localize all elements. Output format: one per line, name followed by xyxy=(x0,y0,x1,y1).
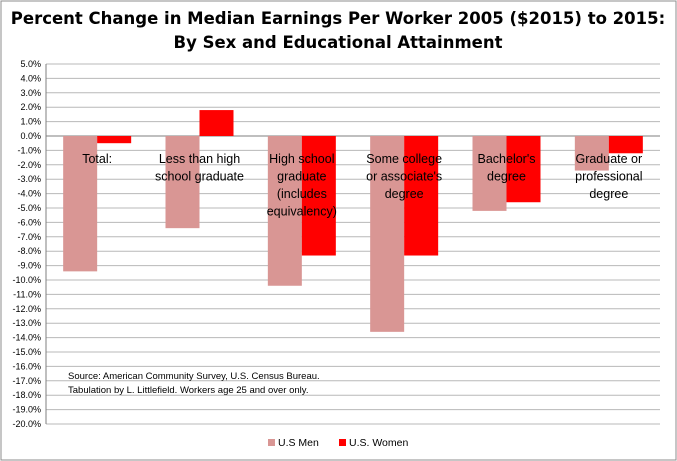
bar-men xyxy=(574,136,609,171)
bar-women xyxy=(199,110,234,136)
y-tick-label: -7.0% xyxy=(17,232,41,242)
category-label: school graduate xyxy=(155,170,244,184)
y-tick-label: 3.0% xyxy=(20,88,41,98)
y-tick-label: 5.0% xyxy=(20,59,41,69)
category-label: Some college xyxy=(366,152,442,166)
bar-women xyxy=(506,136,541,203)
y-tick-label: -17.0% xyxy=(12,376,41,386)
source-note-line-1: Source: American Community Survey, U.S. … xyxy=(68,371,320,382)
bar-women xyxy=(301,136,336,256)
category-label: professional xyxy=(575,170,642,184)
plot-area: 5.0% 4.0% 3.0% 2.0% 1.0% 0.0% -1.0% -2.0% -3.0% -… xyxy=(12,59,660,429)
category-label: degree xyxy=(487,170,526,184)
category-label: degree xyxy=(385,187,424,201)
bar-women xyxy=(97,136,132,144)
y-tick-label: 4.0% xyxy=(20,73,41,83)
y-tick-label: -3.0% xyxy=(17,174,41,184)
y-tick-label: -2.0% xyxy=(17,160,41,170)
y-tick-label: -1.0% xyxy=(17,145,41,155)
y-tick-label: -11.0% xyxy=(13,289,41,299)
y-tick-label: -12.0% xyxy=(12,304,41,314)
bar-men xyxy=(267,136,302,286)
y-tick-label: -18.0% xyxy=(12,390,41,400)
source-note-line-2: Tabulation by L. Littlefield. Workers ag… xyxy=(68,385,308,396)
legend-label: U.S Men xyxy=(278,437,319,449)
legend-swatch xyxy=(339,439,346,446)
bar-men xyxy=(472,136,507,211)
y-tick-label: -8.0% xyxy=(17,246,41,256)
y-tick-label: 1.0% xyxy=(20,117,41,127)
chart-title-line-1: Percent Change in Median Earnings Per Wo… xyxy=(11,9,665,28)
y-tick-label: -6.0% xyxy=(17,217,41,227)
category-label: Graduate or xyxy=(575,152,642,166)
y-tick-label: -16.0% xyxy=(12,361,41,371)
bar-men xyxy=(63,136,98,272)
y-tick-label: -9.0% xyxy=(17,261,41,271)
category-label: degree xyxy=(589,187,628,201)
category-label: or associate's xyxy=(366,170,442,184)
category-label: Less than high xyxy=(159,152,240,166)
y-tick-label: -15.0% xyxy=(12,347,41,357)
y-tick-label: 0.0% xyxy=(20,131,41,141)
chart-title-line-2: By Sex and Educational Attainment xyxy=(174,33,503,52)
legend: U.S Men U.S. Women xyxy=(268,437,408,449)
y-tick-label: -19.0% xyxy=(12,405,41,415)
legend-swatch xyxy=(268,439,275,446)
y-tick-label: -13.0% xyxy=(12,318,41,328)
category-label: Bachelor's xyxy=(478,152,536,166)
bar-women xyxy=(404,136,439,256)
y-tick-label: -5.0% xyxy=(17,203,41,213)
y-tick-label: -4.0% xyxy=(17,189,41,199)
bar-men xyxy=(370,136,405,332)
bar-women xyxy=(608,136,643,154)
legend-label: U.S. Women xyxy=(349,437,408,449)
y-tick-label: -10.0% xyxy=(12,275,41,285)
category-label: (includes xyxy=(277,187,327,201)
bar-men xyxy=(165,136,200,229)
category-label: equivalency) xyxy=(267,205,337,219)
category-label: High school xyxy=(269,152,334,166)
category-label: graduate xyxy=(277,170,326,184)
y-tick-label: -20.0% xyxy=(12,419,41,429)
y-tick-label: -14.0% xyxy=(12,333,41,343)
y-tick-label: 2.0% xyxy=(20,102,41,112)
category-label: Total: xyxy=(82,152,112,166)
